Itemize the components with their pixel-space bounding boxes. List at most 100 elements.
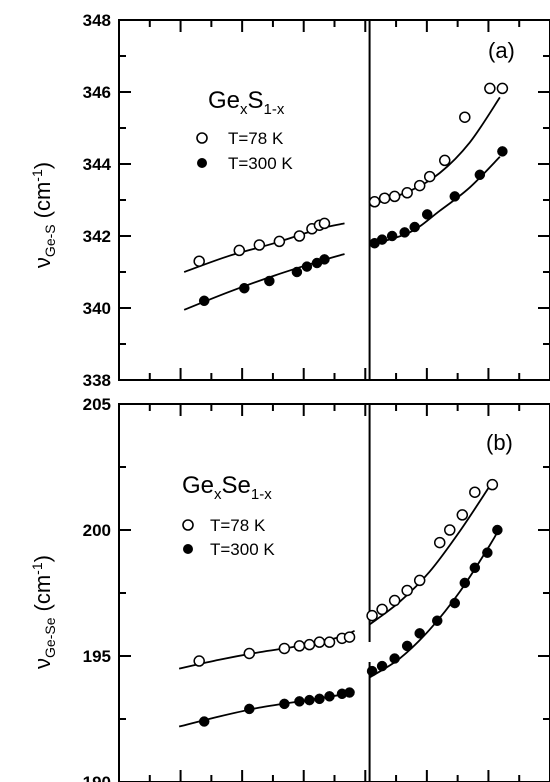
filled-data-point bbox=[474, 169, 486, 181]
y-tick-label: 340 bbox=[83, 299, 111, 318]
open-data-point bbox=[378, 192, 391, 204]
fit-curve-series-0-segment-0 bbox=[178, 629, 355, 670]
open-data-point bbox=[388, 190, 401, 203]
filled-data-point bbox=[431, 615, 443, 626]
open-data-point bbox=[439, 154, 451, 167]
legend-a: T=78 K T=300 K bbox=[196, 129, 293, 173]
open-data-point bbox=[293, 640, 306, 652]
legend-label-78k: T=78 K bbox=[210, 516, 266, 535]
open-data-point bbox=[401, 187, 413, 199]
open-data-point bbox=[193, 255, 205, 267]
y-axis-label-b: νGe-Se(cm-1) bbox=[29, 555, 58, 669]
filled-data-point bbox=[291, 266, 303, 278]
filled-data-point bbox=[421, 209, 433, 220]
open-data-point bbox=[366, 609, 378, 622]
filled-data-point bbox=[389, 653, 400, 664]
filled-data-point bbox=[239, 282, 250, 294]
fit-curve-series-1-segment-1 bbox=[369, 527, 501, 679]
open-data-point bbox=[318, 217, 331, 230]
y-axis-b: 190 195 200 205 bbox=[83, 395, 550, 782]
legend-filled-circle-icon bbox=[183, 544, 193, 554]
open-data-point bbox=[401, 584, 413, 597]
filled-data-point bbox=[459, 577, 471, 589]
open-data-point bbox=[343, 631, 356, 643]
filled-data-point bbox=[497, 146, 508, 157]
open-data-point bbox=[484, 82, 496, 95]
open-data-point bbox=[486, 478, 499, 491]
open-data-point bbox=[433, 536, 446, 549]
filled-data-point bbox=[324, 691, 335, 702]
y-tick-label: 338 bbox=[83, 371, 111, 390]
filled-data-point bbox=[344, 687, 355, 698]
panel-label-a: (a) bbox=[488, 38, 515, 63]
x-axis-a bbox=[148, 20, 521, 380]
y-axis-label-a: νGe-S(cm-1) bbox=[29, 162, 58, 268]
data-points-a bbox=[193, 82, 509, 307]
open-data-point bbox=[444, 524, 456, 536]
plot-frame-a bbox=[118, 19, 550, 381]
open-data-point bbox=[233, 244, 246, 257]
filled-data-point bbox=[401, 640, 413, 652]
open-data-point bbox=[368, 196, 381, 208]
y-tick-label: 205 bbox=[83, 395, 111, 414]
fit-curve-series-0-segment-1 bbox=[369, 96, 501, 207]
filled-data-point bbox=[314, 693, 325, 705]
panel-label-b: (b) bbox=[486, 430, 513, 455]
open-data-point bbox=[459, 111, 471, 123]
open-data-point bbox=[496, 82, 509, 95]
filled-data-point bbox=[449, 191, 461, 202]
compound-label-a: GexS1-x bbox=[208, 87, 285, 118]
panel-b: 190 195 200 205 (b) GexSe1-x T=78 K T=300 K… bbox=[29, 395, 550, 782]
panel-a: 338 340 342 344 346 348 (a) GexS1-x T=78 K T=… bbox=[29, 11, 550, 390]
filled-data-point bbox=[482, 547, 493, 558]
filled-data-point bbox=[399, 227, 410, 238]
filled-data-point bbox=[244, 703, 255, 715]
y-tick-label: 342 bbox=[83, 227, 111, 246]
filled-data-point bbox=[304, 694, 315, 706]
filled-data-point bbox=[301, 261, 313, 272]
y-tick-label: 346 bbox=[83, 83, 111, 102]
legend-label-300k: T=300 K bbox=[210, 540, 275, 559]
filled-data-point bbox=[414, 628, 425, 639]
filled-data-point bbox=[198, 716, 210, 727]
filled-data-point bbox=[376, 234, 388, 245]
open-data-point bbox=[303, 638, 316, 651]
filled-data-point bbox=[386, 230, 398, 242]
open-data-point bbox=[413, 179, 426, 192]
legend-open-circle-icon bbox=[196, 132, 208, 144]
filled-data-point bbox=[319, 254, 330, 265]
filled-data-point bbox=[409, 221, 420, 233]
y-tick-label: 344 bbox=[83, 155, 112, 174]
open-data-point bbox=[469, 486, 481, 498]
open-data-point bbox=[278, 642, 291, 655]
filled-data-point bbox=[469, 562, 481, 574]
y-tick-label: 348 bbox=[83, 11, 111, 30]
open-data-point bbox=[423, 170, 436, 183]
filled-data-point bbox=[264, 275, 275, 287]
fit-curve-series-0-segment-1 bbox=[369, 485, 491, 626]
filled-data-point bbox=[492, 524, 503, 536]
open-data-point bbox=[243, 647, 256, 660]
legend-b: T=78 K T=300 K bbox=[182, 516, 275, 559]
open-data-point bbox=[313, 636, 326, 648]
open-data-point bbox=[193, 655, 205, 667]
open-data-point bbox=[293, 230, 306, 242]
y-tick-label: 200 bbox=[83, 521, 111, 540]
y-axis-a: 338 340 342 344 346 348 bbox=[83, 11, 550, 390]
open-data-point bbox=[388, 594, 401, 607]
open-data-point bbox=[253, 239, 266, 251]
legend-filled-circle-icon bbox=[197, 158, 207, 168]
open-data-point bbox=[273, 235, 286, 248]
open-data-point bbox=[456, 509, 469, 521]
filled-data-point bbox=[198, 295, 210, 307]
filled-data-point bbox=[294, 696, 305, 707]
open-data-point bbox=[413, 574, 426, 587]
legend-open-circle-icon bbox=[182, 519, 194, 531]
data-points-b bbox=[193, 478, 503, 727]
filled-data-point bbox=[449, 597, 461, 609]
legend-label-78k: T=78 K bbox=[228, 129, 284, 148]
compound-label-b: GexSe1-x bbox=[182, 472, 272, 503]
filled-data-point bbox=[279, 698, 290, 710]
open-data-point bbox=[323, 636, 336, 648]
